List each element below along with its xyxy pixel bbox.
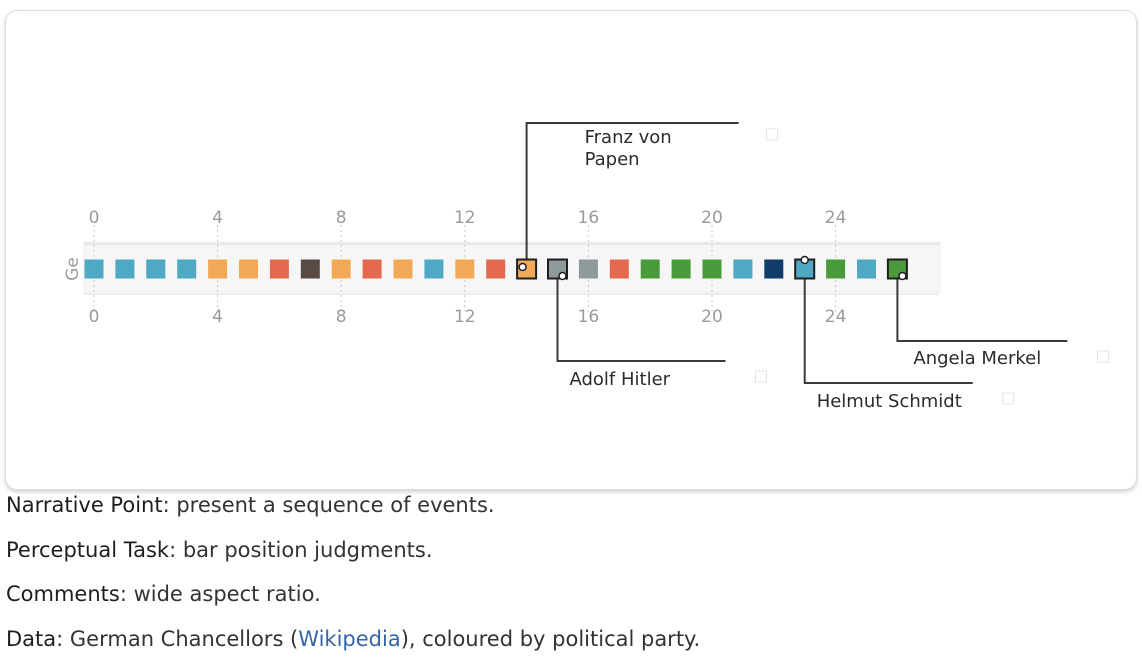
annotation-marker-dot [801, 257, 808, 264]
x-tick-label-top: 8 [336, 208, 347, 228]
chancellor-square [301, 260, 320, 279]
note-narrative-point: Narrative Point: present a sequence of e… [6, 488, 1126, 533]
note-term: Data [6, 627, 56, 651]
chancellor-timeline-chart: Ge 0 0 4 4 8 8 12 12 16 16 20 20 24 24 Franz von Papen A… [6, 11, 1136, 489]
note-term: Comments [6, 582, 120, 606]
wikipedia-link[interactable]: Wikipedia [298, 627, 400, 651]
row-label: Ge [63, 257, 83, 281]
chancellor-square [610, 260, 629, 279]
footnote-marker [1003, 393, 1014, 404]
chancellor-square [672, 260, 691, 279]
note-text: : bar position judgments. [169, 538, 432, 562]
chancellor-square [177, 260, 196, 279]
footnote-marker [767, 129, 778, 140]
chancellor-square [764, 260, 783, 279]
x-tick-label-bottom: 8 [336, 307, 347, 327]
chancellor-square [486, 260, 505, 279]
chancellor-square [579, 260, 598, 279]
x-tick-label-bottom: 24 [825, 307, 847, 327]
footnote-marker [1097, 351, 1108, 362]
chancellor-square [85, 260, 104, 279]
chancellor-square [394, 260, 413, 279]
chancellor-square [703, 260, 722, 279]
chancellor-square [146, 260, 165, 279]
chancellor-square [826, 260, 845, 279]
x-tick-label-top: 12 [454, 208, 476, 228]
note-comments: Comments: wide aspect ratio. [6, 577, 1126, 622]
annotation-label: Angela Merkel [913, 348, 1041, 369]
x-tick-label-top: 0 [89, 208, 100, 228]
chancellor-square [641, 260, 660, 279]
note-text: : German Chancellors ( [56, 627, 298, 651]
note-term: Perceptual Task [6, 538, 169, 562]
annotation-marker-dot [519, 264, 526, 271]
note-text-end: ), coloured by political party. [401, 627, 700, 651]
chancellor-square [733, 260, 752, 279]
x-tick-label-top: 20 [701, 208, 723, 228]
chancellor-square [332, 260, 351, 279]
chancellor-square [424, 260, 443, 279]
chancellor-square [208, 260, 227, 279]
annotation-label: Adolf Hitler [570, 369, 671, 390]
chancellor-square [857, 260, 876, 279]
chart-card: Ge 0 0 4 4 8 8 12 12 16 16 20 20 24 24 Franz von Papen A… [5, 10, 1137, 490]
x-tick-label-bottom: 16 [578, 307, 600, 327]
x-tick-label-bottom: 0 [89, 307, 100, 327]
notes-section: Narrative Point: present a sequence of e… [6, 488, 1126, 666]
annotation-marker-dot [899, 273, 906, 280]
x-tick-label-bottom: 4 [212, 307, 223, 327]
note-term: Narrative Point [6, 493, 163, 517]
chancellor-square [239, 260, 258, 279]
chancellor-square [115, 260, 134, 279]
annotation-label: Helmut Schmidt [817, 391, 962, 412]
note-text: : wide aspect ratio. [120, 582, 321, 606]
annotation-marker-dot [559, 273, 566, 280]
x-tick-label-bottom: 20 [701, 307, 723, 327]
x-tick-label-top: 16 [578, 208, 600, 228]
note-perceptual-task: Perceptual Task: bar position judgments. [6, 533, 1126, 578]
x-tick-label-top: 4 [212, 208, 223, 228]
x-tick-label-top: 24 [825, 208, 847, 228]
chancellor-square [363, 260, 382, 279]
note-text: : present a sequence of events. [163, 493, 495, 517]
annotation-label: Franz von Papen [585, 127, 678, 170]
note-data: Data: German Chancellors (Wikipedia), co… [6, 622, 1126, 666]
footnote-marker [756, 371, 767, 382]
chancellor-square [270, 260, 289, 279]
chancellor-square [455, 260, 474, 279]
x-tick-label-bottom: 12 [454, 307, 476, 327]
